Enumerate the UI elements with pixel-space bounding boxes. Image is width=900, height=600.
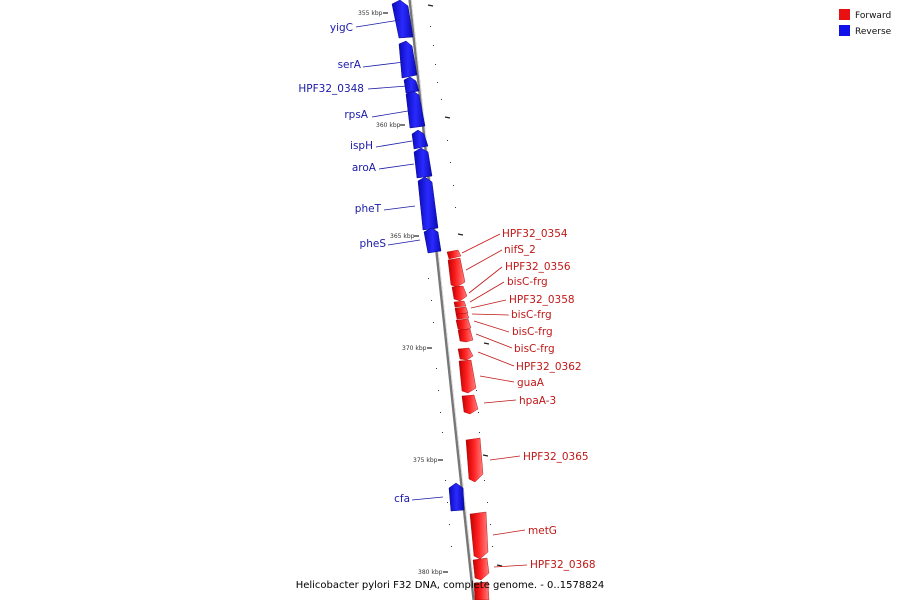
gene-cfa[interactable]: cfa: [394, 482, 465, 512]
gene-label: HPF32_0362: [516, 361, 582, 373]
gene-label: yigC: [330, 22, 353, 34]
gene-label: HPF32_0358: [509, 294, 575, 306]
gene-HPF32_0362[interactable]: HPF32_0362: [457, 347, 582, 373]
gene-label: HPF32_0368: [530, 559, 596, 571]
gene-pheT[interactable]: pheT: [355, 176, 439, 231]
legend-label: Forward: [855, 11, 891, 21]
gene-HPF32_0365[interactable]: HPF32_0365: [465, 437, 589, 483]
legend: Forward Reverse: [839, 9, 892, 37]
gene-ispH[interactable]: ispH: [350, 129, 429, 152]
tick-label: 370 kbp: [402, 345, 427, 352]
legend-item-forward[interactable]: Forward: [839, 9, 891, 21]
gene-label: cfa: [394, 493, 410, 505]
gene-partial-bottom: [473, 581, 490, 600]
legend-item-reverse[interactable]: Reverse: [839, 25, 892, 37]
genome-caption: Helicobacter pylori F32 DNA, complete ge…: [296, 580, 605, 591]
tick-label: 365 kbp: [390, 233, 415, 240]
gene-label: HPF32_0348: [298, 83, 364, 95]
gene-label: rpsA: [344, 109, 368, 121]
gene-label: bisC-frg: [511, 309, 552, 321]
gene-HPF32_0356[interactable]: HPF32_0356: [451, 261, 571, 302]
gene-label: HPF32_0356: [505, 261, 571, 273]
tick-380: 380 kbp: [418, 569, 448, 576]
gene-HPF32_0368[interactable]: HPF32_0368: [472, 557, 596, 581]
gene-label: bisC-frg: [507, 276, 548, 288]
gene-label: bisC-frg: [514, 343, 555, 355]
tick-label: 355 kbp: [358, 10, 383, 17]
forward-genes: HPF32_0354 nifS_2 HPF32_0356 bisC-frg HP…: [446, 228, 596, 600]
tick-label: 360 kbp: [376, 122, 401, 129]
gene-hpaA-3[interactable]: hpaA-3: [461, 394, 556, 415]
gene-aroA[interactable]: aroA: [352, 147, 433, 179]
gene-nifS_2[interactable]: nifS_2: [447, 244, 536, 288]
gene-label: hpaA-3: [519, 395, 556, 407]
tick-370: 370 kbp: [402, 345, 432, 352]
gene-label: nifS_2: [504, 244, 536, 256]
tick-label: 375 kbp: [413, 457, 438, 464]
gene-label: pheS: [360, 238, 387, 250]
tick-375: 375 kbp: [413, 457, 443, 464]
gene-label: ispH: [350, 140, 373, 152]
gene-label: guaA: [517, 377, 545, 389]
gene-HPF32_0348[interactable]: HPF32_0348: [298, 76, 420, 95]
gene-serA[interactable]: serA: [338, 40, 418, 79]
gene-label: bisC-frg: [512, 326, 553, 338]
gene-bisC-frg-1[interactable]: bisC-frg: [453, 276, 548, 308]
tick-360: 360 kbp: [376, 122, 405, 129]
gene-yigC[interactable]: yigC: [330, 0, 414, 39]
gene-label: pheT: [355, 203, 382, 215]
gene-bisC-frg-3[interactable]: bisC-frg: [455, 318, 553, 338]
gene-HPF32_0354[interactable]: HPF32_0354: [446, 228, 568, 260]
reverse-genes: yigC serA HPF32_0348 rpsA ispH aroA: [298, 0, 465, 512]
gene-label: HPF32_0354: [502, 228, 568, 240]
track-dashes: [427, 4, 503, 567]
gene-label: aroA: [352, 162, 377, 174]
gene-bisC-frg-2[interactable]: bisC-frg: [455, 309, 552, 321]
gene-pheS[interactable]: pheS: [360, 227, 442, 254]
forward-swatch: [839, 9, 850, 20]
gene-bisC-frg-4[interactable]: bisC-frg: [457, 328, 555, 355]
tick-label: 380 kbp: [418, 569, 443, 576]
gene-rpsA[interactable]: rpsA: [344, 90, 426, 129]
gene-HPF32_0358[interactable]: HPF32_0358: [454, 294, 575, 315]
tick-355: 355 kbp: [358, 10, 388, 17]
gene-label: HPF32_0365: [523, 451, 589, 463]
tick-365: 365 kbp: [390, 233, 419, 240]
backbone: [408, 0, 476, 600]
gene-label: serA: [338, 59, 362, 71]
legend-label: Reverse: [855, 27, 892, 37]
gene-guaA[interactable]: guaA: [458, 359, 545, 394]
gene-label: metG: [528, 525, 557, 537]
scale-ticks: 355 kbp 360 kbp 365 kbp 370 kbp 375 kbp …: [358, 10, 448, 576]
reverse-swatch: [839, 25, 850, 36]
gene-metG[interactable]: metG: [469, 511, 557, 560]
